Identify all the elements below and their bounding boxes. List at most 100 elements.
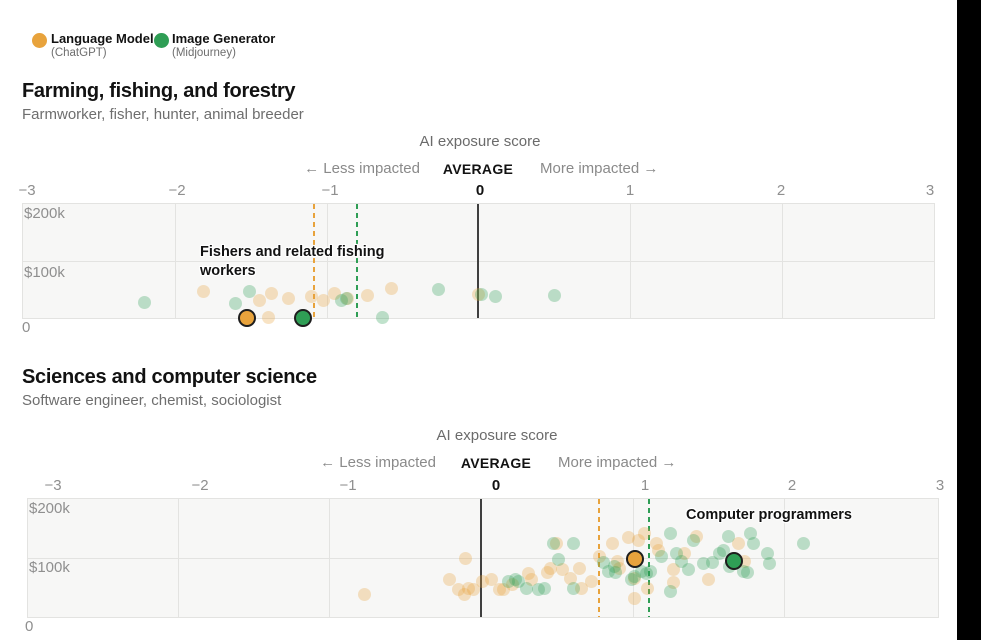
- data-point-image-generator: [664, 584, 677, 598]
- y-tick-0: 0: [22, 319, 31, 336]
- data-point-language-model: [621, 531, 635, 545]
- y-tick-$100k: $100k: [24, 264, 65, 281]
- data-point-image-generator: [432, 283, 446, 296]
- data-point-image-generator: [664, 527, 677, 541]
- x-tick-0: 0: [475, 182, 485, 199]
- data-point-language-model: [506, 577, 520, 591]
- data-point-language-model: [385, 281, 399, 295]
- data-point-language-model: [556, 562, 570, 576]
- data-point-image-generator: [567, 581, 580, 595]
- data-point-image-generator: [609, 566, 623, 580]
- highlighted-point-language-model: [238, 308, 257, 327]
- data-point-image-generator: [682, 562, 696, 576]
- image-generator-legend-sublabel: (Midjourney): [172, 47, 236, 59]
- language-model-legend-label: Language Model: [51, 31, 154, 46]
- x-tick-−3: −3: [44, 477, 62, 494]
- data-point-language-model: [667, 562, 680, 576]
- right-black-bar: [957, 0, 981, 640]
- data-point-image-generator: [501, 574, 515, 588]
- data-point-image-generator: [712, 547, 726, 561]
- y-tick-$200k: $200k: [29, 500, 70, 517]
- data-point-image-generator: [762, 557, 776, 571]
- image-generator-legend-label: Image Generator: [172, 31, 276, 46]
- data-point-language-model: [541, 566, 555, 580]
- data-point-image-generator: [654, 549, 668, 563]
- data-point-language-model: [341, 291, 355, 305]
- x-tick-3: 3: [925, 182, 935, 199]
- data-point-image-generator: [635, 564, 649, 578]
- x-tick-−1: −1: [339, 477, 357, 494]
- chart2-subtitle: Software engineer, chemist, sociologist: [22, 392, 282, 409]
- chart1-less-impacted-label: ← Less impacted: [304, 160, 420, 177]
- data-point-image-generator: [520, 581, 533, 595]
- data-point-image-generator: [228, 296, 242, 310]
- data-point-language-model: [732, 536, 746, 550]
- chart1-annotation-fishers: Fishers and related fishing workers: [200, 244, 385, 280]
- data-point-image-generator: [721, 529, 735, 543]
- data-point-language-model: [262, 310, 276, 324]
- data-point-language-model: [638, 527, 652, 541]
- data-point-image-generator: [551, 552, 565, 566]
- data-point-image-generator: [597, 556, 611, 570]
- chart2-annotation-programmers: Computer programmers: [686, 507, 852, 523]
- data-point-language-model: [442, 572, 456, 586]
- highlighted-point-image-generator: [724, 551, 743, 570]
- data-point-image-generator: [567, 536, 580, 550]
- data-point-language-model: [357, 587, 371, 601]
- data-point-language-model: [524, 572, 538, 586]
- y-tick-$100k: $100k: [29, 559, 70, 576]
- data-point-image-generator: [627, 569, 641, 583]
- data-point-language-model: [497, 582, 511, 596]
- data-point-language-model: [574, 581, 588, 595]
- data-point-language-model: [253, 293, 267, 307]
- data-point-language-model: [627, 571, 641, 585]
- ref-line-image-generator: [355, 204, 358, 318]
- x-tick-−2: −2: [168, 182, 186, 199]
- data-point-language-model: [627, 591, 641, 605]
- average-zero-line: [477, 204, 480, 318]
- data-point-language-model: [701, 572, 715, 586]
- chart2-plot-area: [27, 498, 939, 618]
- data-point-image-generator: [509, 572, 523, 586]
- highlighted-point-image-generator: [294, 308, 313, 327]
- data-point-language-model: [612, 561, 626, 575]
- x-tick-3: 3: [935, 477, 945, 494]
- data-point-language-model: [667, 576, 680, 590]
- x-tick-−1: −1: [321, 182, 339, 199]
- data-point-language-model: [476, 574, 489, 588]
- data-point-language-model: [632, 534, 646, 548]
- data-point-language-model: [327, 287, 341, 300]
- data-point-image-generator: [706, 556, 720, 570]
- average-zero-line: [480, 499, 482, 617]
- data-point-image-generator: [624, 572, 638, 586]
- data-point-language-model: [457, 587, 471, 601]
- data-point-image-generator: [532, 582, 546, 596]
- data-point-image-generator: [376, 310, 390, 324]
- y-tick-0: 0: [25, 618, 34, 635]
- data-point-language-model: [466, 582, 480, 596]
- chart2-average-label: AVERAGE: [460, 455, 532, 471]
- data-point-language-model: [592, 549, 606, 563]
- data-point-language-model: [585, 574, 599, 588]
- y-tick-$200k: $200k: [24, 205, 65, 222]
- data-point-image-generator: [242, 284, 256, 298]
- ref-line-language-model: [313, 204, 316, 318]
- data-point-image-generator: [736, 564, 750, 578]
- data-point-language-model: [689, 529, 703, 543]
- data-point-language-model: [451, 582, 465, 596]
- data-point-image-generator: [797, 536, 811, 550]
- data-point-image-generator: [601, 564, 615, 578]
- ref-line-language-model: [598, 499, 601, 617]
- x-tick-−3: −3: [18, 182, 36, 199]
- data-point-language-model: [317, 294, 330, 308]
- chart2-more-impacted-label: More impacted →: [558, 454, 677, 471]
- data-point-image-generator: [686, 534, 700, 548]
- x-tick-2: 2: [776, 182, 786, 199]
- data-point-image-generator: [512, 574, 526, 588]
- data-point-language-model: [651, 544, 665, 558]
- data-point-language-model: [606, 537, 620, 551]
- data-point-language-model: [550, 536, 564, 550]
- data-point-language-model: [677, 547, 691, 561]
- data-point-language-model: [521, 567, 535, 581]
- chart1-axis-title: AI exposure score: [419, 133, 541, 150]
